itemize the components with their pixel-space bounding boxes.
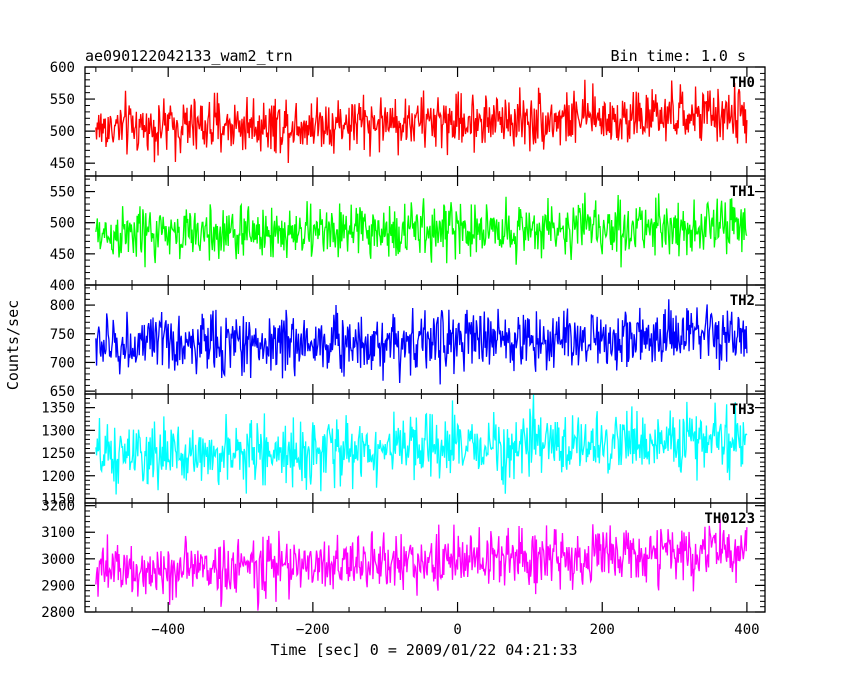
panel-label: TH3 [730,402,755,418]
y-tick-label: 1300 [41,423,75,439]
y-tick-label: 700 [50,355,75,371]
y-tick-label: 3100 [41,525,75,541]
panel-th2: 650 700 750 800 TH2 [50,284,766,400]
panel-th3: 1150 1200 1250 1300 1350 TH3 [41,393,766,507]
panels-group: 450 500 550 600 TH0 400 450 500 550 TH1 650 700 750 8… [41,60,766,638]
y-tick-label: 450 [50,247,75,263]
chart-title: ae090122042133_wam2_trn [85,47,293,65]
panel-label: TH2 [730,293,755,309]
y-tick-label: 1200 [41,469,75,485]
x-tick-label: 400 [734,622,759,638]
y-tick-label: 500 [50,216,75,232]
y-tick-label: 800 [50,298,75,314]
y-tick-label: 3000 [41,552,75,568]
series-line-th0123 [95,519,748,611]
y-tick-label: 550 [50,92,75,108]
y-tick-label: 650 [50,384,75,400]
x-tick-label: 0 [453,622,461,638]
y-tick-label: 400 [50,278,75,294]
panel-th0: 450 500 550 600 TH0 [50,60,766,177]
panel-th0123: 2800 2900 3000 3100 3200 TH0123 [41,499,766,621]
y-tick-label: 600 [50,60,75,76]
series-line-th0 [95,79,748,164]
series-line-th3 [95,394,748,495]
y-tick-label: 2900 [41,578,75,594]
panel-label: TH1 [730,184,755,200]
panel-frame [84,502,766,613]
y-tick-label: 1150 [41,491,75,507]
y-tick-label: 1250 [41,446,75,462]
y-axis-title: Counts/sec [4,300,22,390]
x-tick-label: −200 [296,622,330,638]
x-tick-label: −400 [151,622,185,638]
y-tick-label: 450 [50,156,75,172]
y-tick-label: 550 [50,185,75,201]
y-tick-label: 3200 [41,499,75,515]
panel-label: TH0 [730,75,755,91]
bin-time-label: Bin time: 1.0 s [611,47,746,65]
y-tick-label: 1350 [41,401,75,417]
panel-th1: 400 450 500 550 TH1 [50,175,766,294]
series-line-th2 [95,299,748,385]
y-tick-label: 500 [50,124,75,140]
x-tick-label: 200 [590,622,615,638]
panel-label: TH0123 [704,511,755,527]
y-tick-label: 750 [50,327,75,343]
y-tick-label: 2800 [41,605,75,621]
x-axis-title: Time [sec] 0 = 2009/01/22 04:21:33 [270,641,577,659]
series-line-th1 [95,192,748,268]
